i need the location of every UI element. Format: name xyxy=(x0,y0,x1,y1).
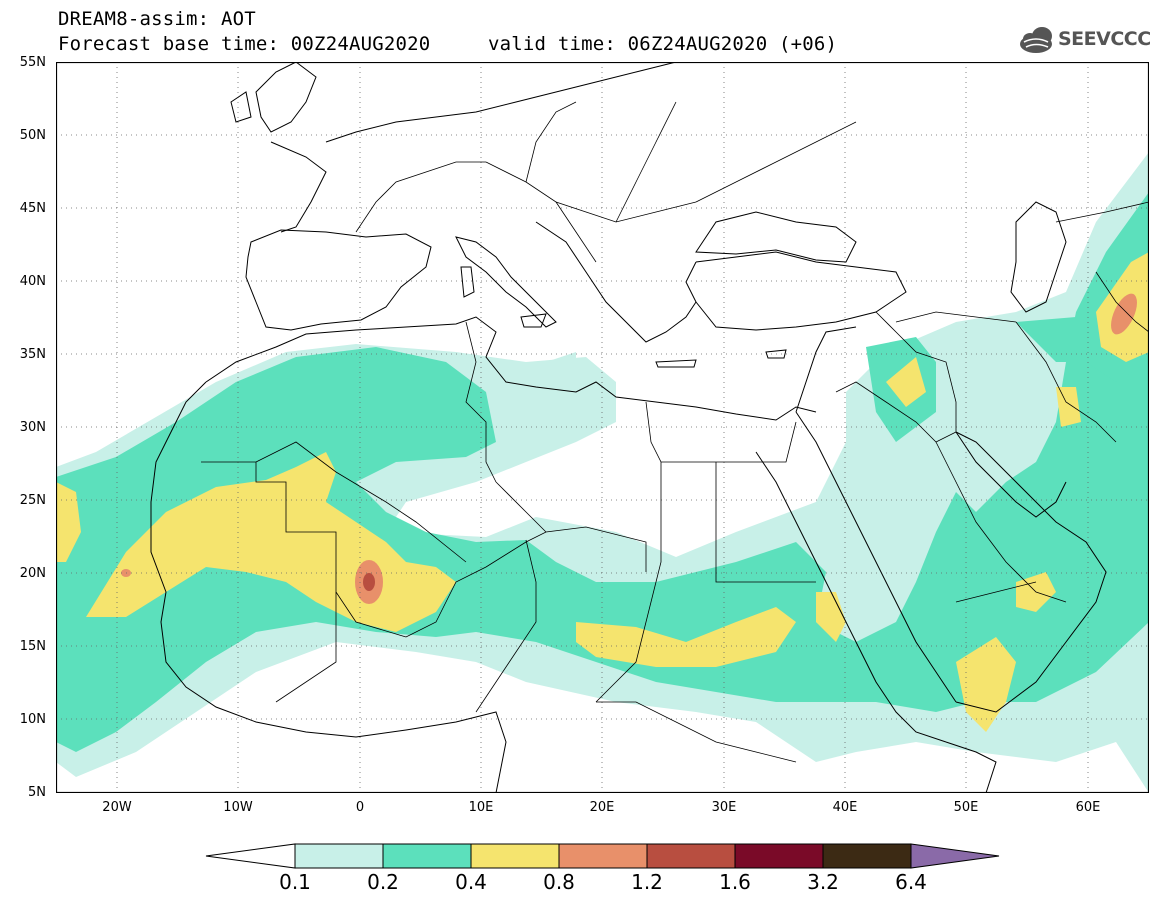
lat-label-25n: 25N xyxy=(19,493,46,508)
chart-title: DREAM8-assim: AOT xyxy=(58,8,256,30)
lat-label-20n: 20N xyxy=(19,566,46,581)
colorbar-label-1.2: 1.2 xyxy=(631,870,663,894)
colorbar-arrow-low xyxy=(205,843,296,869)
lon-label-0: 0 xyxy=(355,800,365,815)
colorbar-label-0.4: 0.4 xyxy=(455,870,487,894)
logo-text: SEEVCCC xyxy=(1058,28,1151,50)
lon-label-40e: 40E xyxy=(832,800,858,815)
lat-label-40n: 40N xyxy=(19,274,46,289)
colorbar-arrow-high xyxy=(910,843,1000,869)
colorbar-label-0.8: 0.8 xyxy=(543,870,575,894)
colorbar-cell xyxy=(294,843,384,869)
aot-colorbar xyxy=(205,843,1000,869)
lat-label-45n: 45N xyxy=(19,201,46,216)
colorbar-label-6.4: 6.4 xyxy=(895,870,927,894)
lon-label-60e: 60E xyxy=(1075,800,1101,815)
coastlines xyxy=(150,62,1107,793)
map-frame xyxy=(56,62,1149,793)
base-time: Forecast base time: 00Z24AUG2020 xyxy=(58,33,431,55)
colorbar-cell xyxy=(734,843,824,869)
seevccc-logo xyxy=(1020,27,1052,53)
lat-label-15n: 15N xyxy=(19,639,46,654)
colorbar-cell xyxy=(646,843,736,869)
colorbar-cell xyxy=(470,843,560,869)
aot-map[interactable] xyxy=(56,62,1149,793)
lat-label-5n: 5N xyxy=(28,785,46,800)
lat-label-30n: 30N xyxy=(19,420,46,435)
colorbar-label-0.1: 0.1 xyxy=(279,870,311,894)
lat-label-55n: 55N xyxy=(19,55,46,70)
colorbar-cell xyxy=(822,843,912,869)
lat-label-10n: 10N xyxy=(19,712,46,727)
graticule xyxy=(56,62,1149,793)
colorbar-label-3.2: 3.2 xyxy=(807,870,839,894)
colorbar-cell xyxy=(382,843,472,869)
aot-band-1.2 xyxy=(363,573,375,591)
lat-label-50n: 50N xyxy=(19,128,46,143)
valid-time: valid time: 06Z24AUG2020 (+06) xyxy=(488,33,838,55)
lat-label-35n: 35N xyxy=(19,347,46,362)
lon-label-30e: 30E xyxy=(711,800,737,815)
cloud-icon xyxy=(1020,27,1052,53)
lon-label-20e: 20E xyxy=(589,800,615,815)
lon-label-10e: 10E xyxy=(468,800,494,815)
lon-label-10w: 10W xyxy=(223,800,253,815)
forecast-time-line: Forecast base time: 00Z24AUG2020 valid ti… xyxy=(58,33,837,55)
colorbar-label-1.6: 1.6 xyxy=(719,870,751,894)
lon-label-20w: 20W xyxy=(102,800,132,815)
colorbar-cell xyxy=(558,843,648,869)
country-borders xyxy=(201,101,1149,763)
colorbar-label-0.2: 0.2 xyxy=(367,870,399,894)
lon-label-50e: 50E xyxy=(953,800,979,815)
